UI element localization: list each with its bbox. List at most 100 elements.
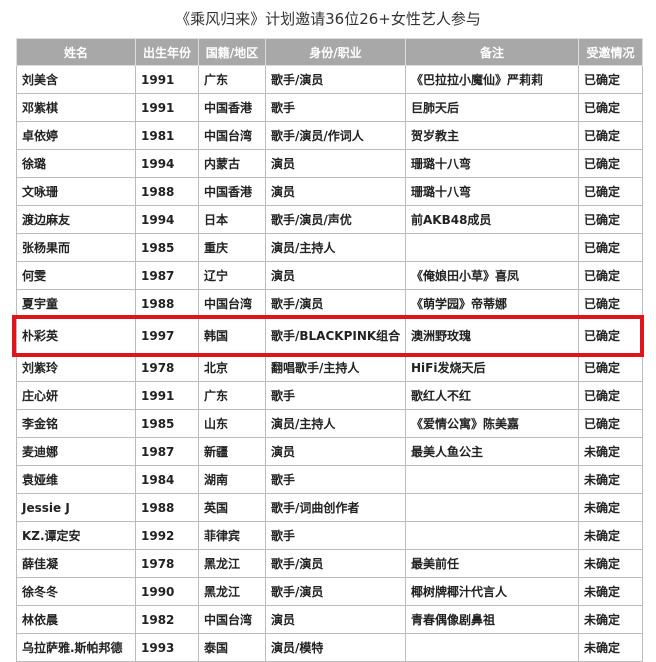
table-row: 麦迪娜 1987 新疆 演员 最美人鱼公主 未确定: [16, 437, 643, 466]
table-row: 何雯 1987 辽宁 演员 《俺娘田小草》喜凤 已确定: [16, 261, 643, 290]
table-cell: 庄心妍: [16, 381, 136, 410]
table-row: Jessie J 1988 英国 歌手/词曲创作者 未确定: [16, 493, 643, 522]
table-cell: 韩国: [198, 317, 266, 354]
table-cell: [405, 493, 579, 522]
table-cell: 1987: [135, 261, 199, 290]
table-cell: 歌手/演员/作词人: [265, 121, 406, 150]
table-cell: 歌手: [265, 381, 406, 410]
table-cell: 1984: [135, 465, 199, 494]
table-cell: 歌手/演员: [265, 577, 406, 606]
table-cell: 珊璐十八弯: [405, 177, 579, 206]
table-cell: 刘紫玲: [16, 353, 136, 382]
table-row: 刘美含 1991 广东 歌手/演员 《巴拉拉小魔仙》严莉莉 已确定: [16, 65, 643, 94]
table-cell: 未确定: [578, 465, 643, 494]
table-row: 渡边麻友 1994 日本 歌手/演员/声优 前AKB48成员 已确定: [16, 205, 643, 234]
table-cell: 歌手/演员: [265, 65, 406, 94]
table-row: 夏宇童 1988 中国台湾 歌手/演员 《萌学园》帝蒂娜 已确定: [16, 289, 643, 318]
header-row: 姓名 出生年份 国籍/地区 身份/职业 备注 受邀情况: [16, 38, 643, 66]
table-cell: [405, 233, 579, 262]
table-cell: 歌手/BLACKPINK组合: [265, 317, 406, 354]
table-cell: 椰树牌椰汁代言人: [405, 577, 579, 606]
table-row: 薛佳凝 1978 黑龙江 歌手/演员 最美前任 未确定: [16, 549, 643, 578]
table-cell: [405, 521, 579, 550]
table-cell: [405, 465, 579, 494]
table-cell: 日本: [198, 205, 266, 234]
table-cell: 未确定: [578, 437, 643, 466]
table-cell: 新疆: [198, 437, 266, 466]
table-cell: 内蒙古: [198, 149, 266, 178]
table-cell: 辽宁: [198, 261, 266, 290]
table-body: 刘美含 1991 广东 歌手/演员 《巴拉拉小魔仙》严莉莉 已确定 邓紫棋 1991 中国香港歌…: [16, 65, 643, 662]
column-header: 姓名: [16, 38, 136, 66]
table-cell: 已确定: [578, 177, 643, 206]
table-cell: 徐冬冬: [16, 577, 136, 606]
table-cell: 演员/模特: [265, 633, 406, 662]
column-header: 出生年份: [135, 38, 199, 66]
table-cell: 张杨果而: [16, 233, 136, 262]
table-cell: 青春偶像剧鼻祖: [405, 605, 579, 634]
table-cell: 山东: [198, 409, 266, 438]
table-cell: 已确定: [578, 381, 643, 410]
table-cell: 1987: [135, 437, 199, 466]
table-cell: 菲律宾: [198, 521, 266, 550]
table-cell: 演员/主持人: [265, 233, 406, 262]
table-cell: 未确定: [578, 549, 643, 578]
table-row: 张杨果而 1985 重庆 演员/主持人 已确定: [16, 233, 643, 262]
table-row: 庄心妍 1991 广东 歌手 歌红人不红 已确定: [16, 381, 643, 410]
table-row: 乌拉萨雅.斯帕邦德 1993 泰国 演员/模特 未确定: [16, 633, 643, 662]
table-cell: 翻唱歌手/主持人: [265, 353, 406, 382]
table-cell: 澳洲野玫瑰: [405, 317, 579, 354]
table-cell: 歌手: [265, 465, 406, 494]
table-cell: 刘美含: [16, 65, 136, 94]
table-row: 李金铭 1985 山东 演员/主持人 《爱情公寓》陈美嘉 已确定: [16, 409, 643, 438]
table-cell: 未确定: [578, 605, 643, 634]
table-row: 徐冬冬 1990 黑龙江 歌手/演员 椰树牌椰汁代言人 未确定: [16, 577, 643, 606]
table-cell: HiFi发烧天后: [405, 353, 579, 382]
table-cell: 演员/主持人: [265, 409, 406, 438]
table-cell: 已确定: [578, 353, 643, 382]
table-cell: 1981: [135, 121, 199, 150]
table-row: 卓依婷 1981 中国台湾 歌手/演员/作词人 贺岁教主 已确定: [16, 121, 643, 150]
table-cell: 未确定: [578, 521, 643, 550]
table-row: 邓紫棋 1991 中国香港 歌手 巨肺天后 已确定: [16, 93, 643, 122]
table-cell: 未确定: [578, 493, 643, 522]
table-cell: 已确定: [578, 289, 643, 318]
table-cell: 文咏珊: [16, 177, 136, 206]
table-cell: 歌手/词曲创作者: [265, 493, 406, 522]
table-cell: 演员: [265, 261, 406, 290]
table-cell: 1988: [135, 177, 199, 206]
table-row: 徐璐 1994 内蒙古 演员 珊璐十八弯 已确定: [16, 149, 643, 178]
table-cell: 已确定: [578, 65, 643, 94]
table-cell: 已确定: [578, 93, 643, 122]
table-cell: 徐璐: [16, 149, 136, 178]
table-cell: 何雯: [16, 261, 136, 290]
table-cell: 前AKB48成员: [405, 205, 579, 234]
table-cell: 1993: [135, 633, 199, 662]
table-cell: 《俺娘田小草》喜凤: [405, 261, 579, 290]
table-cell: 英国: [198, 493, 266, 522]
table-cell: 歌手/演员: [265, 549, 406, 578]
table-cell: 朴彩英: [16, 317, 136, 354]
table-cell: 演员: [265, 437, 406, 466]
table-cell: 1991: [135, 93, 199, 122]
table-cell: 未确定: [578, 633, 643, 662]
table-cell: 已确定: [578, 409, 643, 438]
table-cell: 湖南: [198, 465, 266, 494]
table-cell: 1982: [135, 605, 199, 634]
table-cell: 重庆: [198, 233, 266, 262]
table-cell: 乌拉萨雅.斯帕邦德: [16, 633, 136, 662]
table-cell: 歌手/演员/声优: [265, 205, 406, 234]
table-cell: 中国台湾: [198, 289, 266, 318]
table-cell: 演员: [265, 605, 406, 634]
table-cell: 中国香港: [198, 93, 266, 122]
table-cell: 1990: [135, 577, 199, 606]
table-cell: 1978: [135, 353, 199, 382]
column-header: 身份/职业: [265, 38, 406, 66]
table-cell: 夏宇童: [16, 289, 136, 318]
table-cell: 已确定: [578, 121, 643, 150]
table-cell: 北京: [198, 353, 266, 382]
table-cell: 已确定: [578, 205, 643, 234]
table-cell: 1978: [135, 549, 199, 578]
table-cell: 已确定: [578, 233, 643, 262]
